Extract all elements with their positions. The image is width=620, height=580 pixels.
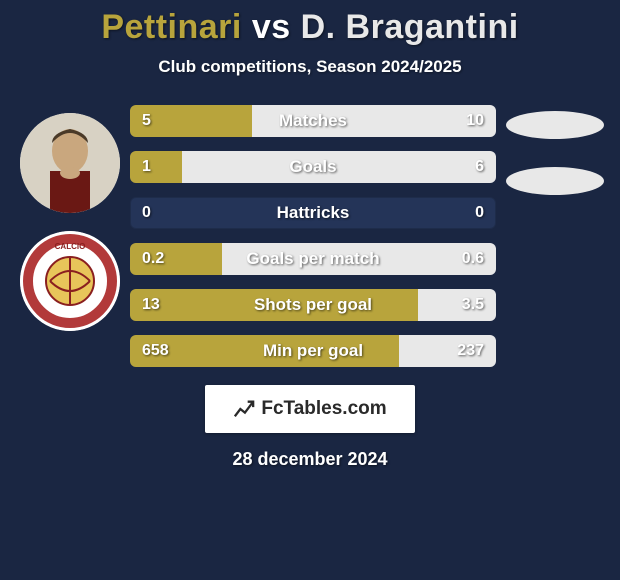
chart-up-icon: [233, 398, 255, 420]
date: 28 december 2024: [0, 449, 620, 470]
subtitle: Club competitions, Season 2024/2025: [0, 57, 620, 77]
title-vs: vs: [252, 8, 291, 46]
stat-value-left: 658: [142, 342, 169, 360]
stat-row: Goals per match0.2 0.6: [130, 243, 496, 275]
stat-value-left: 0: [142, 204, 151, 222]
stat-label: Shots per goal: [130, 295, 496, 315]
player1-avatar: [20, 113, 120, 213]
stat-label: Matches: [130, 111, 496, 131]
stat-row: Shots per goal13 3.5: [130, 289, 496, 321]
title: Pettinari vs D. Bragantini: [0, 8, 620, 47]
stat-label: Goals: [130, 157, 496, 177]
title-player2: D. Bragantini: [301, 8, 519, 46]
stat-value-left: 1: [142, 158, 151, 176]
stat-label: Goals per match: [130, 249, 496, 269]
brand-badge: FcTables.com: [205, 385, 415, 433]
stat-value-right: 6: [475, 158, 484, 176]
stat-row: Min per goal658 237: [130, 335, 496, 367]
stat-value-right: 237: [457, 342, 484, 360]
stat-value-right: 0: [475, 204, 484, 222]
stat-row: Goals1 6: [130, 151, 496, 183]
stat-value-left: 0.2: [142, 250, 164, 268]
stat-value-right: 10: [466, 112, 484, 130]
title-player1: Pettinari: [101, 8, 242, 46]
stat-value-right: 3.5: [462, 296, 484, 314]
player2-club-badge: CALCIO: [20, 231, 120, 331]
stat-value-left: 13: [142, 296, 160, 314]
side-ellipses: [500, 105, 610, 195]
club-badge-icon: CALCIO: [20, 231, 120, 331]
stat-label: Min per goal: [130, 341, 496, 361]
stat-value-right: 0.6: [462, 250, 484, 268]
main-row: CALCIO Matches5 10 Goals1 6 Hattricks0 0 Goals…: [0, 105, 620, 367]
side-ellipse-1: [506, 111, 604, 139]
svg-text:CALCIO: CALCIO: [55, 242, 86, 251]
person-icon: [20, 113, 120, 213]
stat-value-left: 5: [142, 112, 151, 130]
stat-row: Matches5 10: [130, 105, 496, 137]
stat-bars: Matches5 10 Goals1 6 Hattricks0 0 Goals per ma…: [130, 105, 500, 367]
side-ellipse-2: [506, 167, 604, 195]
stat-label: Hattricks: [130, 203, 496, 223]
brand-text: FcTables.com: [261, 398, 386, 420]
avatar-column: CALCIO: [10, 105, 130, 331]
card: Pettinari vs D. Bragantini Club competit…: [0, 0, 620, 470]
stat-row: Hattricks0 0: [130, 197, 496, 229]
